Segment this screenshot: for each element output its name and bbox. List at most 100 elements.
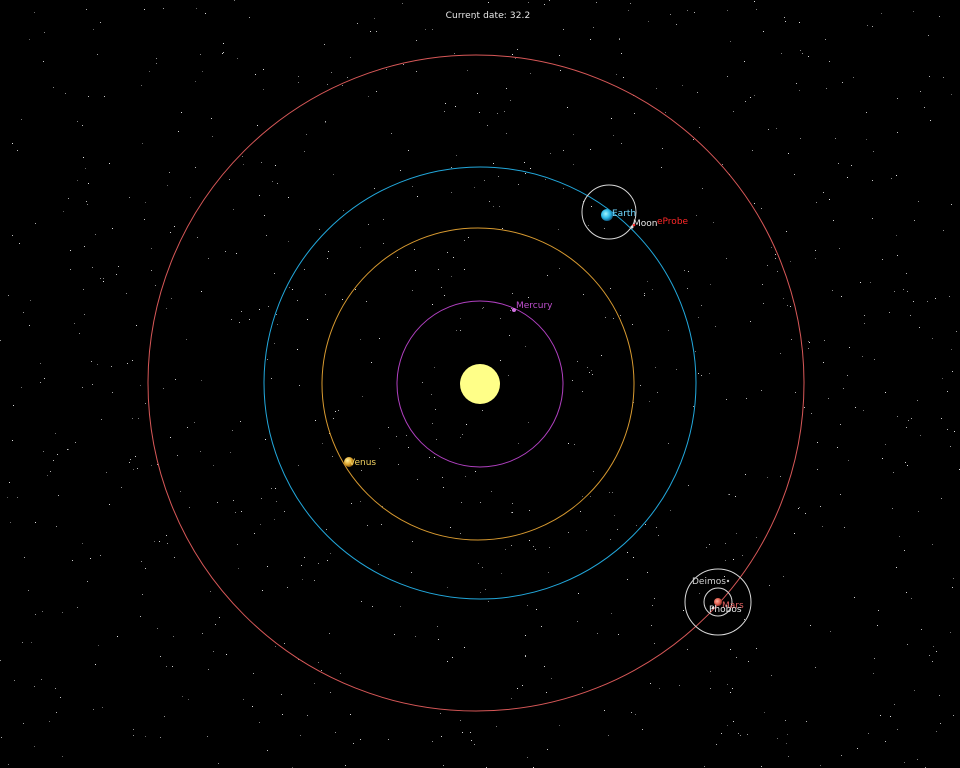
star	[932, 338, 933, 339]
star	[394, 634, 395, 635]
star	[894, 704, 895, 705]
star	[848, 460, 849, 461]
star	[10, 522, 11, 523]
star	[350, 714, 351, 715]
star	[333, 418, 334, 419]
star	[133, 469, 134, 470]
star	[23, 312, 24, 313]
star	[491, 491, 492, 492]
star	[563, 29, 564, 30]
star	[777, 271, 778, 272]
star	[159, 541, 160, 542]
star	[822, 526, 823, 527]
star	[942, 378, 943, 379]
star	[811, 413, 812, 414]
star	[698, 317, 699, 318]
star	[210, 591, 211, 592]
star	[930, 120, 931, 121]
star	[527, 605, 528, 606]
star	[872, 26, 873, 27]
star	[947, 429, 948, 430]
star	[826, 88, 827, 89]
star	[314, 683, 315, 684]
star	[488, 2, 489, 3]
star	[254, 533, 255, 534]
star	[533, 546, 534, 547]
star	[752, 150, 753, 151]
moon[interactable]	[630, 225, 634, 229]
star	[790, 261, 791, 262]
star	[307, 319, 308, 320]
star	[746, 398, 747, 399]
star	[582, 391, 583, 392]
star	[851, 165, 852, 166]
star	[549, 547, 550, 548]
star	[632, 324, 633, 325]
star	[500, 318, 501, 319]
star	[453, 257, 454, 258]
star	[683, 610, 684, 611]
deimos-label: Deimos	[692, 577, 726, 587]
venus-planet[interactable]	[344, 457, 354, 467]
star	[608, 735, 609, 736]
star	[325, 121, 326, 122]
star	[530, 168, 531, 169]
star	[527, 757, 528, 758]
star	[100, 22, 101, 23]
probe[interactable]	[632, 223, 636, 227]
star	[872, 218, 873, 219]
star	[897, 729, 898, 730]
mercury-planet[interactable]	[512, 308, 516, 312]
star	[284, 511, 285, 512]
star	[726, 399, 727, 400]
star	[335, 732, 336, 733]
star	[432, 423, 433, 424]
sun[interactable]	[460, 364, 500, 404]
star	[627, 552, 628, 553]
star	[265, 439, 266, 440]
star	[21, 119, 22, 120]
star	[186, 339, 187, 340]
star	[241, 511, 242, 512]
star	[188, 699, 189, 700]
star	[716, 744, 717, 745]
star	[777, 738, 778, 739]
star	[140, 385, 141, 386]
star	[145, 568, 146, 569]
star	[583, 294, 584, 295]
star	[417, 479, 418, 480]
star	[263, 89, 264, 90]
star	[141, 561, 142, 562]
star	[630, 3, 631, 4]
star	[460, 437, 461, 438]
star	[648, 21, 649, 22]
star	[135, 456, 136, 457]
star	[756, 648, 757, 649]
star	[163, 388, 164, 389]
mars-planet[interactable]	[714, 598, 722, 606]
earth-planet[interactable]	[601, 209, 613, 221]
star	[517, 688, 518, 689]
star	[432, 304, 433, 305]
star	[200, 451, 201, 452]
star	[652, 605, 653, 606]
phobos[interactable]	[711, 606, 715, 610]
star	[133, 729, 134, 730]
star	[468, 237, 469, 238]
star	[388, 427, 389, 428]
deimos[interactable]	[726, 579, 730, 583]
star	[940, 723, 941, 724]
star	[376, 91, 377, 92]
star	[412, 186, 413, 187]
star	[756, 537, 757, 538]
star	[832, 290, 833, 291]
star	[905, 462, 906, 463]
star	[44, 32, 45, 33]
star	[688, 485, 689, 486]
star	[444, 111, 445, 112]
star	[261, 162, 262, 163]
star	[88, 183, 89, 184]
star	[13, 405, 14, 406]
star	[733, 721, 734, 722]
star	[853, 77, 854, 78]
